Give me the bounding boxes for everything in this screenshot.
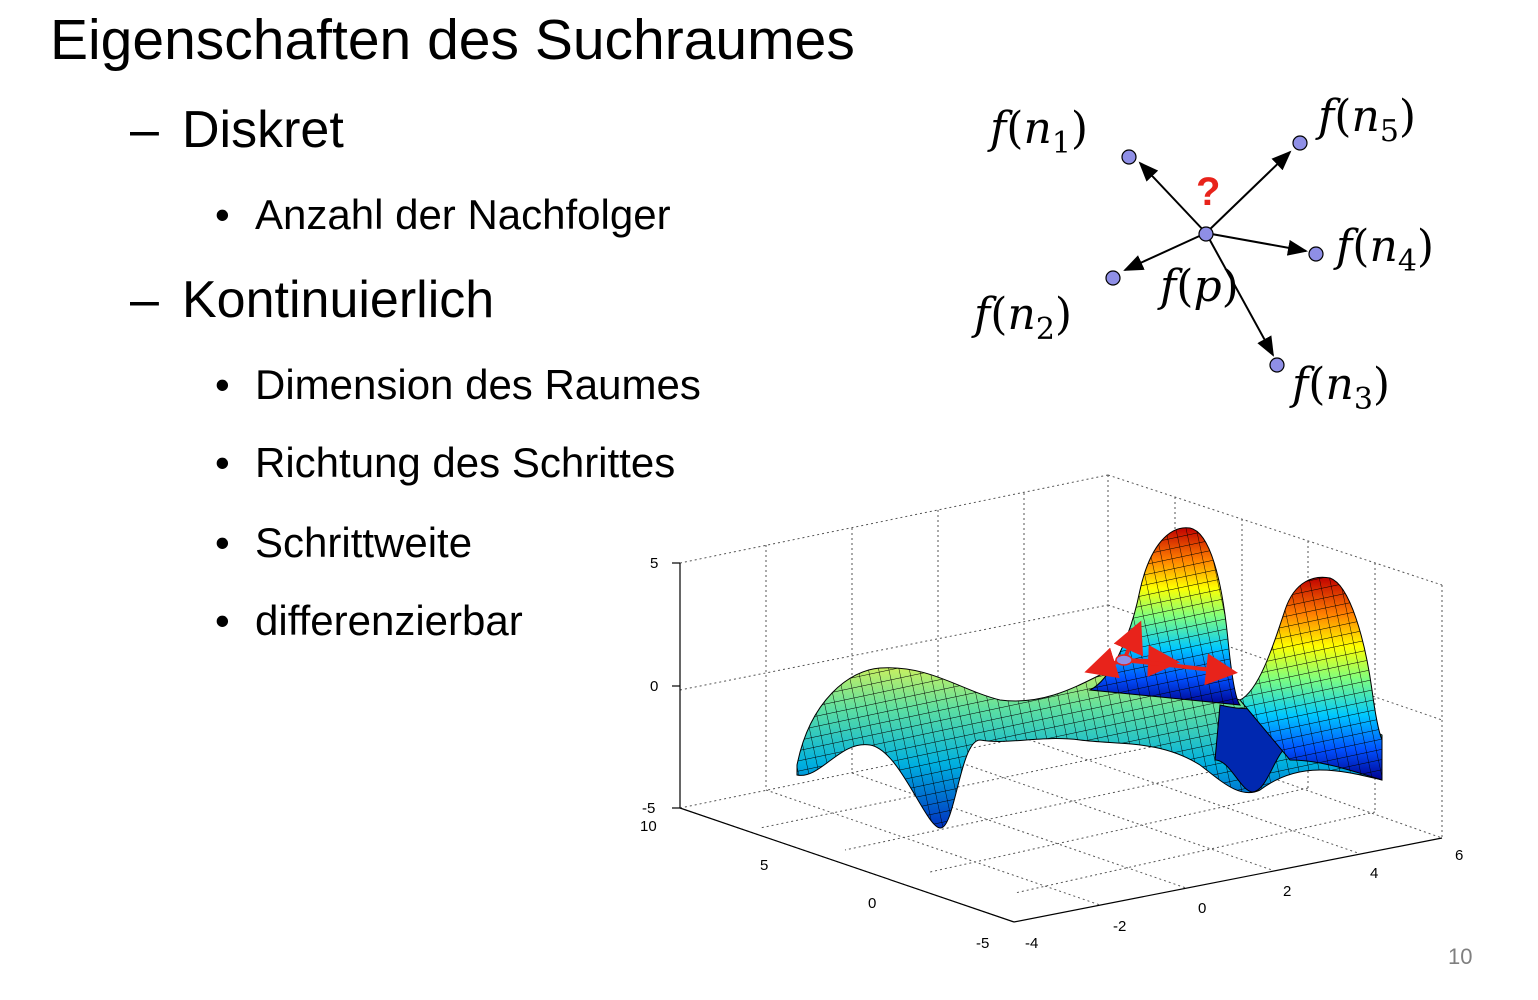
question-mark: ? — [1196, 170, 1221, 214]
surface-point — [1115, 654, 1133, 666]
x-tick: -4 — [1025, 935, 1038, 952]
label-f-n4: f(n4) — [1336, 221, 1435, 279]
z-tick: 5 — [650, 555, 658, 572]
sub-bullet-label: Richtung des Schrittes — [255, 439, 676, 486]
sub-bullet-label: differenzierbar — [255, 597, 523, 644]
node-n5 — [1292, 135, 1308, 151]
sub-bullet: • Anzahl der Nachfolger — [215, 190, 671, 240]
y-tick: 0 — [868, 895, 876, 912]
y-tick: -5 — [976, 935, 989, 952]
label-f-n5: f(n5) — [1318, 91, 1417, 149]
bullet-label: Diskret — [182, 101, 344, 159]
bullet-dot: • — [215, 519, 230, 566]
sub-bullet: • Dimension des Raumes — [215, 360, 701, 410]
x-tick: 6 — [1455, 847, 1463, 864]
bullet-dot: • — [215, 361, 230, 408]
dash-marker: – — [130, 271, 159, 329]
bullet-diskret: – Diskret — [130, 100, 344, 160]
arrow-to-n1 — [1138, 161, 1207, 234]
plot-axes — [672, 562, 1443, 923]
sub-bullet-label: Schrittweite — [255, 519, 473, 566]
bullet-dot: • — [215, 191, 230, 238]
x-tick: 2 — [1283, 883, 1291, 900]
label-f-p: f(p) — [1160, 261, 1239, 312]
x-tick: 4 — [1370, 865, 1378, 882]
sub-bullet: • Schrittweite — [215, 518, 472, 568]
sub-bullet-label: Dimension des Raumes — [255, 361, 701, 408]
z-tick: 0 — [650, 678, 658, 695]
arrow-to-n5 — [1205, 150, 1292, 234]
y-tick: 10 — [640, 818, 657, 835]
sub-bullet: • differenzierbar — [215, 596, 523, 646]
bullet-label: Kontinuierlich — [182, 271, 495, 329]
bullet-dot: • — [215, 439, 230, 486]
node-n4 — [1308, 246, 1324, 262]
bullet-kontinuierlich: – Kontinuierlich — [130, 270, 494, 330]
surface — [796, 527, 1383, 829]
slide-title: Eigenschaften des Suchraumes — [50, 8, 855, 72]
x-tick: 0 — [1198, 900, 1206, 917]
node-p — [1198, 226, 1214, 242]
dash-marker: – — [130, 101, 159, 159]
arrow-to-n2 — [1123, 232, 1207, 271]
sub-bullet-label: Anzahl der Nachfolger — [255, 191, 671, 238]
node-n2 — [1105, 270, 1121, 286]
arrow-to-n4 — [1205, 232, 1308, 256]
label-f-n2: f(n2) — [974, 289, 1073, 347]
gradient-arrows — [1084, 620, 1238, 686]
arrow-to-n3 — [1205, 232, 1274, 357]
node-n3 — [1269, 357, 1285, 373]
z-tick: -5 — [642, 800, 655, 817]
sub-bullet: • Richtung des Schrittes — [215, 438, 675, 488]
red-arrow-long — [1123, 653, 1238, 686]
label-f-n1: f(n1) — [990, 103, 1089, 161]
x-tick: -2 — [1113, 918, 1126, 935]
label-f-n3: f(n3) — [1292, 359, 1391, 417]
diagram-nodes — [1105, 135, 1324, 373]
node-n1 — [1121, 149, 1137, 165]
bullet-dot: • — [215, 597, 230, 644]
y-tick: 5 — [760, 857, 768, 874]
page-number: 10 — [1448, 944, 1473, 969]
